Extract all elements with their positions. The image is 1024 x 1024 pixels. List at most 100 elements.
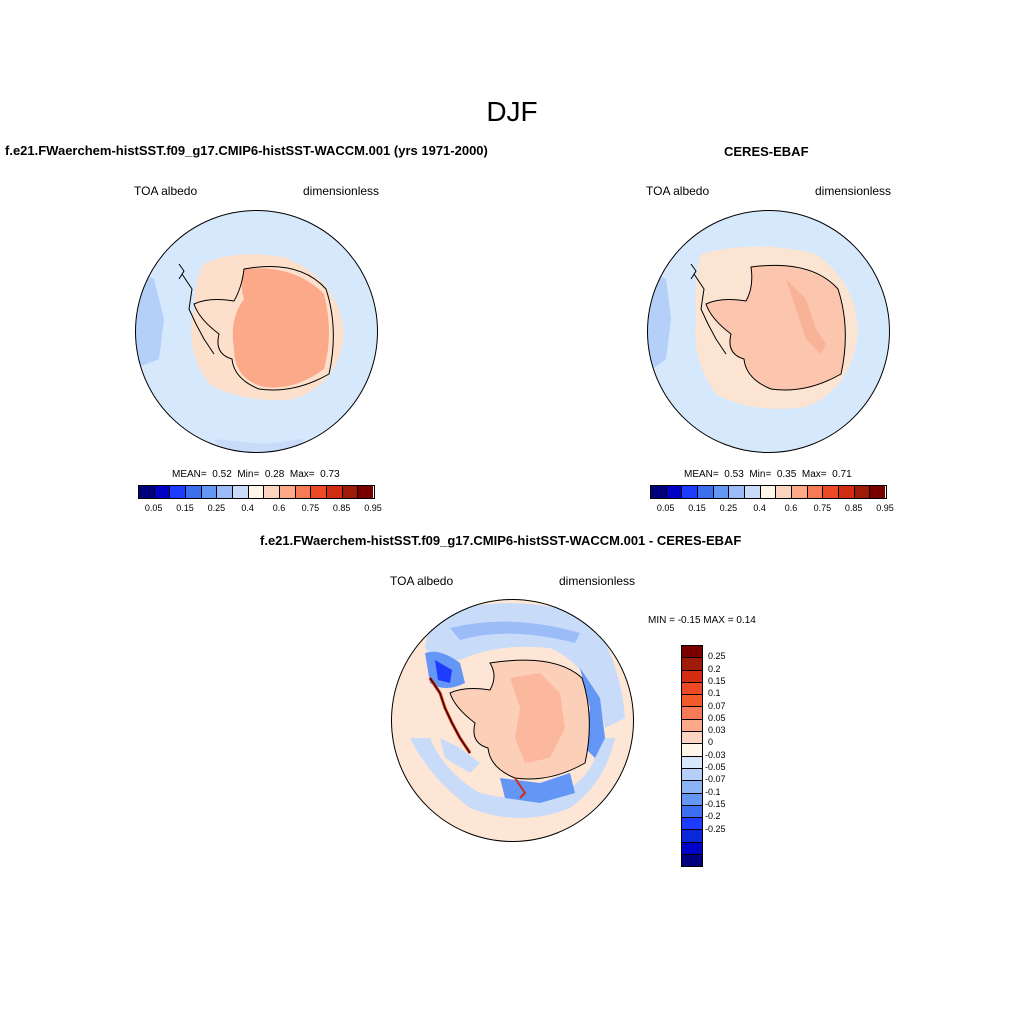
- colorbar-tick-label: -0.15: [705, 798, 726, 809]
- colorbar-tick-label: -0.07: [705, 774, 726, 785]
- colorbar-swatch: [682, 756, 702, 769]
- colorbar-tick-label: 0: [708, 737, 714, 748]
- colorbar-swatch: [682, 486, 698, 498]
- colorbar-tick-label: 0.4: [241, 503, 254, 513]
- colorbar-tick-label: 0.85: [332, 503, 351, 513]
- colorbar-swatch: [682, 830, 702, 843]
- colorbar-swatch: [713, 486, 730, 498]
- colorbar-swatch: [217, 486, 233, 498]
- colorbar-tick-label: 0.03: [708, 725, 726, 736]
- colorbar-tick-label: -0.05: [705, 762, 726, 772]
- colorbar-tick-label: 0.05: [656, 503, 675, 513]
- colorbar-swatch: [682, 732, 702, 745]
- colorbar-swatch: [854, 486, 871, 498]
- colorbar-tick-label: 0.15: [688, 503, 706, 513]
- colorbar-swatch: [697, 486, 714, 498]
- colorbar-swatch: [682, 695, 702, 708]
- panel2-mean-value: 0.53: [724, 469, 744, 480]
- diff-map: [391, 599, 634, 842]
- colorbar-tick-label: 0.25: [207, 503, 226, 513]
- colorbar-swatch: [342, 486, 359, 498]
- panel1-max-value: 0.73: [320, 469, 340, 480]
- diff-units-label: dimensionless: [559, 574, 636, 588]
- panel1-mean-label: MEAN=: [172, 469, 207, 480]
- panel2-title: CERES-EBAF: [724, 144, 809, 159]
- colorbar-tick-label: 0.75: [813, 503, 832, 513]
- colorbar-swatch: [682, 793, 702, 806]
- colorbar-tick-label: 0.95: [364, 503, 382, 513]
- colorbar-tick-label: -0.1: [705, 786, 721, 797]
- diff-variable-label: TOA albedo: [390, 574, 454, 588]
- colorbar-tick-label: 0.1: [708, 688, 721, 699]
- diff-minmax-text: MIN = -0.15 MAX = 0.14: [648, 615, 756, 626]
- colorbar-swatch: [201, 486, 218, 498]
- panel1-max-label: Max=: [289, 469, 315, 480]
- panel1-min-label: Min=: [237, 469, 260, 480]
- colorbar-swatch: [682, 768, 702, 782]
- colorbar-swatch: [326, 486, 343, 498]
- colorbar-swatch: [651, 486, 667, 498]
- colorbar-tick-label: 0.85: [844, 503, 863, 513]
- panel2-max-value: 0.71: [832, 469, 852, 480]
- colorbar-swatch: [295, 486, 312, 498]
- colorbar-swatch: [248, 486, 265, 498]
- colorbar-swatch: [139, 486, 155, 498]
- panel2-min-label: Min=: [749, 469, 772, 480]
- colorbar-swatch: [682, 855, 702, 867]
- colorbar-swatch: [760, 486, 777, 498]
- colorbar-tick-label: 0.25: [708, 651, 726, 662]
- colorbar-tick-label: 0.25: [719, 503, 738, 513]
- colorbar-swatch: [791, 486, 808, 498]
- panel1-min-value: 0.28: [264, 469, 285, 480]
- panel1-title: f.e21.FWaerchem-histSST.f09_g17.CMIP6-hi…: [5, 143, 488, 158]
- panel1-mean-value: 0.52: [212, 469, 232, 480]
- panel1-map: [135, 210, 378, 453]
- colorbar-tick-label: 0.6: [272, 503, 286, 513]
- colorbar-tick-label: 0.2: [708, 663, 721, 674]
- colorbar-tick-label: -0.25: [705, 823, 726, 834]
- colorbar-tick-label: -0.2: [705, 811, 721, 822]
- panel2-variable-label: TOA albedo: [646, 184, 710, 198]
- colorbar-tick-label: 0.15: [176, 503, 194, 513]
- colorbar-swatch: [682, 682, 702, 696]
- main-title: DJF: [486, 96, 538, 127]
- colorbar-tick-label: 0.05: [708, 712, 726, 723]
- colorbar-swatch: [264, 486, 280, 498]
- panel1-stats: MEAN= 0.52 Min= 0.28 Max= 0.73: [172, 469, 340, 480]
- colorbar-swatch: [682, 818, 702, 831]
- panel2-map: [647, 210, 890, 453]
- diff-colorbar: [681, 645, 703, 868]
- panel1-colorbar: [138, 485, 375, 499]
- colorbar-tick-label: 0.95: [876, 503, 894, 513]
- colorbar-swatch: [170, 486, 186, 498]
- panel2-stats: MEAN= 0.53 Min= 0.35 Max= 0.71: [684, 469, 852, 480]
- panel1-units-label: dimensionless: [303, 184, 380, 198]
- colorbar-tick-label: -0.03: [705, 749, 726, 760]
- colorbar-swatch: [279, 486, 296, 498]
- colorbar-swatch: [682, 842, 702, 856]
- colorbar-swatch: [682, 670, 702, 683]
- colorbar-swatch: [823, 486, 839, 498]
- colorbar-swatch: [682, 646, 702, 659]
- colorbar-swatch: [870, 486, 885, 498]
- colorbar-tick-label: 0.15: [708, 675, 726, 686]
- colorbar-swatch: [744, 486, 761, 498]
- colorbar-tick-label: 0.6: [784, 503, 798, 513]
- colorbar-swatch: [666, 486, 683, 498]
- colorbar-tick-label: 0.05: [144, 503, 163, 513]
- colorbar-swatch: [185, 486, 202, 498]
- colorbar-swatch: [311, 486, 327, 498]
- diff-panel-title: f.e21.FWaerchem-histSST.f09_g17.CMIP6-hi…: [260, 533, 742, 548]
- colorbar-swatch: [682, 805, 702, 819]
- colorbar-tick-label: 0.75: [301, 503, 320, 513]
- colorbar-swatch: [729, 486, 745, 498]
- panel2-min-value: 0.35: [776, 469, 797, 480]
- colorbar-swatch: [682, 781, 702, 794]
- panel2-colorbar: [650, 485, 887, 499]
- colorbar-tick-label: 0.4: [753, 503, 766, 513]
- colorbar-swatch: [838, 486, 855, 498]
- colorbar-swatch: [776, 486, 792, 498]
- colorbar-swatch: [682, 707, 702, 720]
- panel2-max-label: Max=: [801, 469, 827, 480]
- colorbar-tick-label: 0.07: [708, 700, 726, 711]
